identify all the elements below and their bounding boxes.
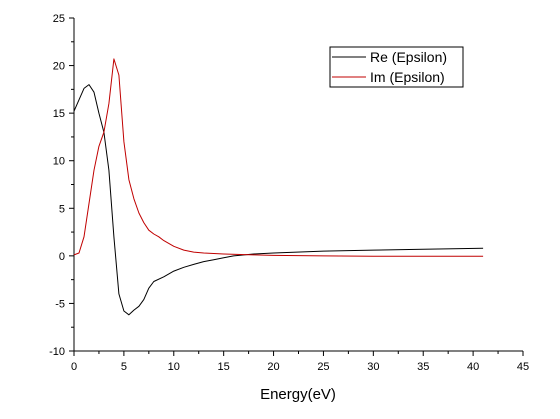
y-tick-label: 0	[59, 251, 65, 263]
x-tick-label: 10	[168, 361, 180, 373]
x-axis-title: Energy(eV)	[260, 386, 336, 403]
axes: 0 5 10 15 20 25 30 35 40 45 -10 -5 0 5 10 15 20 25	[49, 13, 529, 373]
series-line-im-epsilon	[73, 58, 484, 257]
x-tick-label: 15	[218, 361, 230, 373]
x-tick-label: 5	[121, 361, 127, 373]
y-tick-label: 15	[53, 108, 65, 120]
y-tick-label: 10	[53, 156, 65, 168]
series-layer	[73, 58, 484, 316]
x-tick-label: 30	[367, 361, 379, 373]
x-tick-label: 0	[71, 361, 77, 373]
x-tick-label: 40	[467, 361, 479, 373]
x-tick-label: 20	[267, 361, 279, 373]
legend-label: Re (Epsilon)	[370, 49, 447, 65]
x-tick-label: 25	[317, 361, 329, 373]
x-tick-label: 35	[417, 361, 429, 373]
y-tick-label: 25	[53, 13, 65, 25]
legend: Re (Epsilon) Im (Epsilon)	[329, 46, 464, 88]
y-tick-label: 5	[59, 203, 65, 215]
legend-box	[329, 46, 464, 88]
y-tick-label: -10	[49, 346, 65, 358]
series-line-re-epsilon	[73, 84, 484, 316]
legend-label: Im (Epsilon)	[370, 69, 445, 85]
y-tick-label: -5	[55, 298, 65, 310]
y-tick-label: 20	[53, 61, 65, 73]
x-tick-label: 45	[517, 361, 529, 373]
